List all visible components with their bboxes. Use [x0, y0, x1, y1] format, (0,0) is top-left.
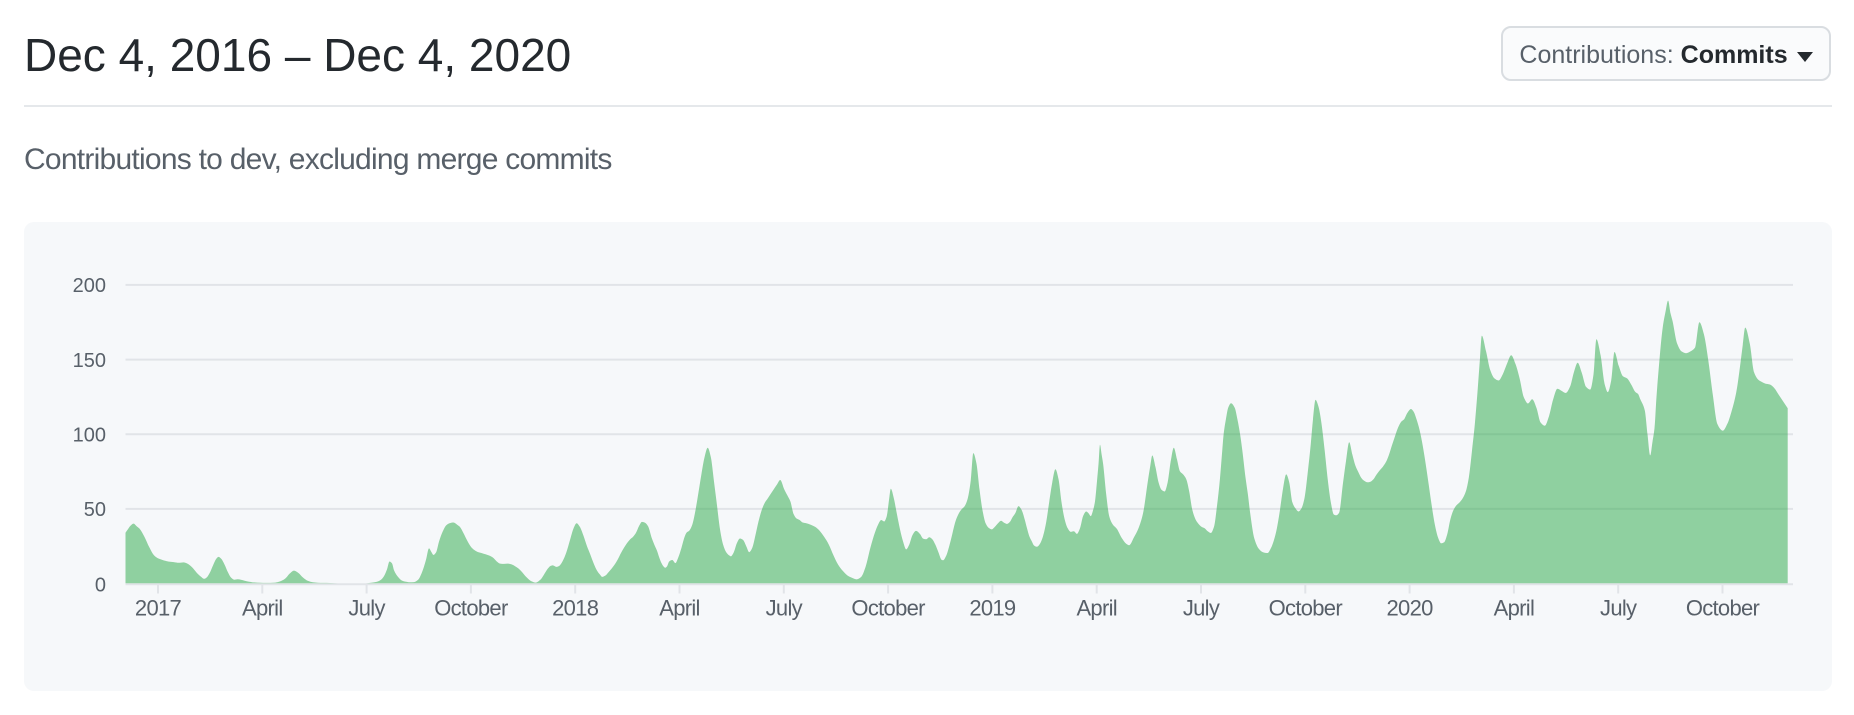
- svg-text:2019: 2019: [969, 596, 1016, 621]
- svg-text:50: 50: [84, 499, 106, 521]
- svg-text:July: July: [348, 596, 385, 621]
- svg-text:100: 100: [73, 424, 106, 446]
- svg-text:200: 200: [73, 275, 106, 297]
- svg-text:0: 0: [95, 574, 106, 596]
- svg-text:2017: 2017: [135, 596, 182, 621]
- svg-text:July: July: [1183, 596, 1220, 621]
- svg-text:April: April: [659, 596, 700, 621]
- svg-text:July: July: [1600, 596, 1637, 621]
- svg-text:October: October: [434, 596, 508, 621]
- svg-text:2018: 2018: [552, 596, 599, 621]
- svg-text:April: April: [242, 596, 283, 621]
- svg-text:October: October: [1686, 596, 1760, 621]
- svg-text:July: July: [766, 596, 803, 621]
- svg-text:October: October: [851, 596, 925, 621]
- svg-text:2020: 2020: [1387, 596, 1434, 621]
- svg-text:October: October: [1269, 596, 1343, 621]
- svg-text:150: 150: [73, 350, 106, 372]
- svg-text:April: April: [1494, 596, 1535, 621]
- svg-text:April: April: [1076, 596, 1117, 621]
